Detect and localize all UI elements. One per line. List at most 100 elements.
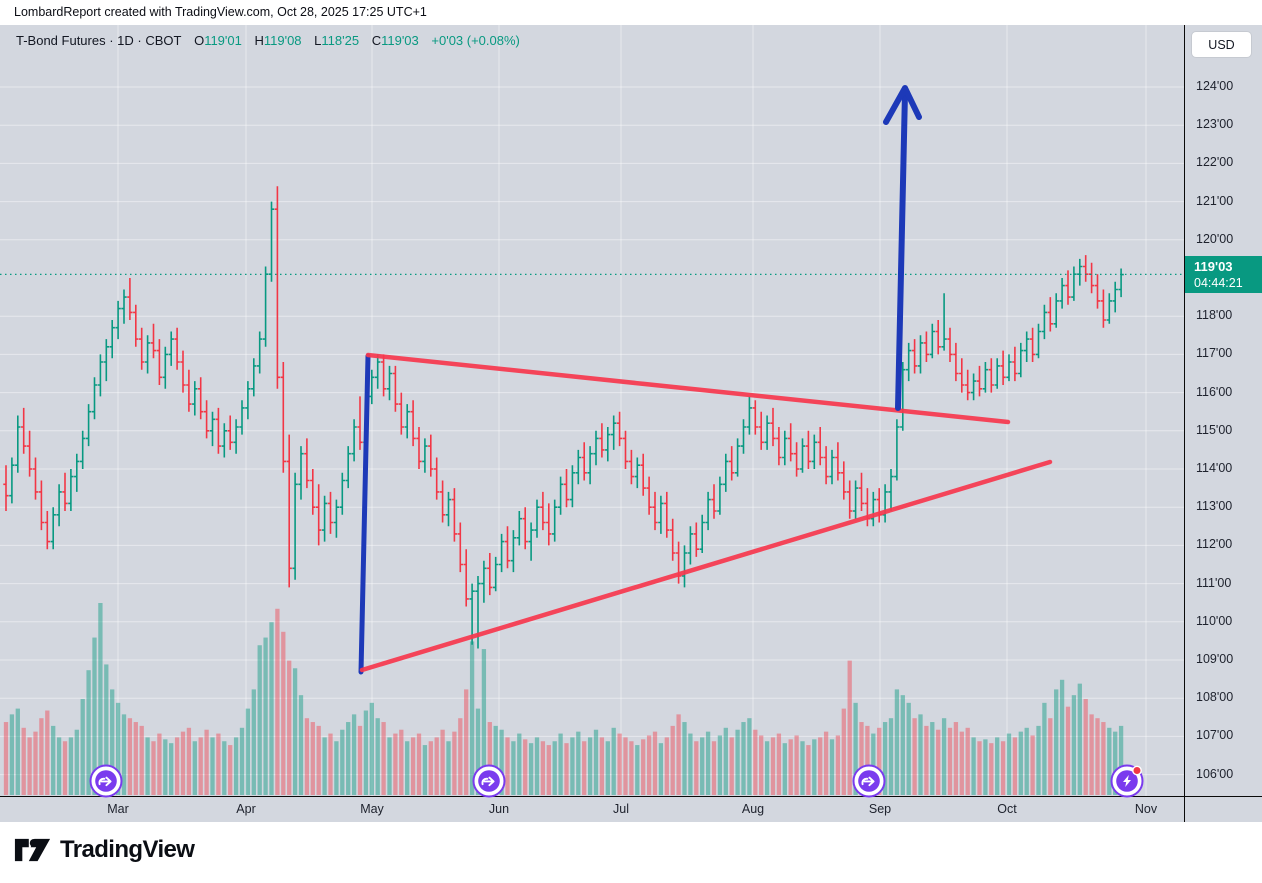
time-scale[interactable] xyxy=(0,797,1262,822)
volume-bar xyxy=(458,718,463,795)
price-bar xyxy=(493,556,499,592)
volume-bar xyxy=(747,718,752,795)
volume-bar xyxy=(316,725,321,795)
currency-unit-button[interactable]: USD xyxy=(1192,32,1251,57)
price-bar xyxy=(404,404,410,439)
volume-bar xyxy=(1024,727,1029,795)
volume-bar xyxy=(1118,725,1124,795)
month-tick-label: Nov xyxy=(1134,802,1158,816)
price-bar xyxy=(498,533,505,573)
price-tick-label: 113'00 xyxy=(1196,499,1233,514)
impulse-pole-drawing[interactable] xyxy=(358,353,371,675)
volume-bar xyxy=(375,718,380,795)
price-bar xyxy=(835,442,841,481)
price-bar xyxy=(581,442,587,481)
triangle-lower-trendline[interactable] xyxy=(359,459,1053,673)
footer-bar: TradingView xyxy=(0,822,1262,883)
volume-bar xyxy=(1107,727,1112,795)
price-tick-label: 110'00 xyxy=(1196,613,1233,628)
symbol-legend[interactable]: T-Bond Futures · 1D · CBOT O119'01 H119'… xyxy=(16,33,520,48)
volume-bar xyxy=(1113,731,1118,795)
price-bar xyxy=(80,430,86,469)
tradingview-logo[interactable]: TradingView xyxy=(14,836,195,864)
price-bar xyxy=(351,419,357,462)
price-bar xyxy=(186,369,192,412)
price-bar xyxy=(150,323,157,359)
price-scale[interactable] xyxy=(1185,25,1262,796)
ohlc-low-value: 118'25 xyxy=(321,33,360,48)
price-bar xyxy=(62,472,68,511)
volume-bar xyxy=(405,741,410,795)
volume-bar xyxy=(564,743,569,795)
volume-bar xyxy=(157,733,162,795)
price-bar xyxy=(1041,304,1048,340)
volume-bar xyxy=(983,739,988,795)
price-bar xyxy=(1071,266,1077,301)
volume-bar xyxy=(664,737,669,795)
price-bar xyxy=(1000,350,1006,385)
price-bar xyxy=(994,358,1000,389)
volume-bar xyxy=(523,739,528,795)
contract-rollover-icon[interactable] xyxy=(89,764,123,798)
price-bar xyxy=(1053,293,1059,328)
volume-bar xyxy=(540,741,546,795)
price-tick-label: 106'00 xyxy=(1196,766,1234,781)
price-bar xyxy=(1088,262,1095,294)
volume-bar xyxy=(623,737,628,795)
price-bar xyxy=(38,480,45,531)
volume-bar xyxy=(363,710,369,795)
price-bar xyxy=(451,488,458,542)
price-bar xyxy=(1077,258,1083,286)
volume-bar xyxy=(351,714,357,795)
price-bar xyxy=(953,342,959,382)
breakout-arrow-head[interactable] xyxy=(883,85,922,125)
volume-bar xyxy=(245,708,251,795)
chart-surface[interactable] xyxy=(0,25,1184,796)
contract-rollover-icon[interactable] xyxy=(852,764,886,798)
price-bar xyxy=(717,476,723,515)
price-bar xyxy=(91,377,98,420)
price-bar xyxy=(935,320,941,355)
price-bar xyxy=(876,488,882,523)
price-bar xyxy=(646,476,652,515)
price-bar xyxy=(634,457,640,489)
volume-bar xyxy=(410,737,416,795)
price-bar xyxy=(723,453,729,492)
volume-bar xyxy=(15,708,20,795)
price-bar xyxy=(428,434,434,477)
upcoming-event-icon[interactable] xyxy=(1110,764,1144,798)
volume-bar xyxy=(936,729,941,795)
volume-bar xyxy=(1077,683,1082,795)
price-bar xyxy=(911,339,918,374)
volume-bar xyxy=(646,735,652,795)
price-bar xyxy=(139,327,145,370)
volume-bar xyxy=(263,637,268,795)
volume-bar xyxy=(381,722,386,795)
price-bar xyxy=(982,362,989,393)
volume-bar xyxy=(906,702,911,795)
price-bar xyxy=(274,186,281,389)
volume-bar xyxy=(788,739,793,795)
volume-bar xyxy=(56,737,62,795)
month-tick-label: Apr xyxy=(236,802,256,816)
volume-bar xyxy=(304,718,310,795)
price-bar xyxy=(257,331,263,374)
volume-bar xyxy=(74,729,79,795)
price-bar xyxy=(929,323,935,359)
triangle-upper-trendline[interactable] xyxy=(365,352,1011,425)
breakout-arrow-shaft[interactable] xyxy=(895,89,908,411)
price-bar xyxy=(192,381,198,416)
volume-bar xyxy=(239,727,245,795)
month-tick-label: Mar xyxy=(107,802,129,816)
price-bar xyxy=(805,430,812,469)
volume-bar xyxy=(440,729,445,795)
volume-bar xyxy=(853,702,858,795)
ohlc-high-value: 119'08 xyxy=(263,33,302,48)
price-bar xyxy=(970,373,977,401)
volume-bar xyxy=(635,745,640,795)
contract-rollover-icon[interactable] xyxy=(472,764,506,798)
price-bar xyxy=(569,465,576,508)
price-bar xyxy=(510,530,517,573)
month-tick-label: Oct xyxy=(997,802,1017,816)
